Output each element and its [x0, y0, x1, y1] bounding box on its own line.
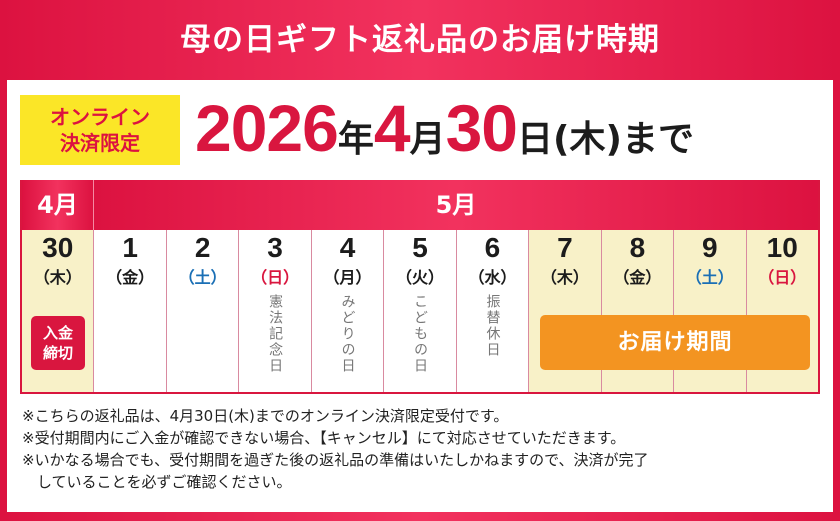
- deadline-year: 2026: [195, 91, 339, 165]
- weekday-label: （日）: [758, 268, 807, 287]
- weekday-label: （金）: [613, 268, 662, 287]
- deadline-month-unit: 月: [409, 119, 446, 160]
- holiday-label: みどりの日: [339, 294, 356, 374]
- holiday-label: 振替休日: [484, 294, 501, 358]
- calendar-day-cell: 2 （土）: [166, 230, 240, 392]
- badge-line2: 決済限定: [60, 131, 140, 155]
- calendar-day-cell: 3 （日） 憲法記念日: [239, 230, 312, 392]
- deadline-suffix: まで: [621, 119, 694, 160]
- weekday-label: （木）: [540, 268, 589, 287]
- notes: ※こちらの返礼品は、4月30日(木)までのオンライン決済限定受付です。 ※受付期…: [22, 405, 812, 493]
- deadline-day-unit: 日: [517, 119, 554, 160]
- page-title: 母の日ギフト返礼品のお届け時期: [180, 22, 660, 58]
- deadline-date: 2026年4月30日(木)まで: [195, 90, 694, 166]
- month-header-may: 5月: [94, 180, 818, 230]
- deadline-month: 4: [373, 91, 411, 165]
- note-3-cont: していることを必ずご確認ください。: [37, 473, 292, 491]
- calendar-day-cell: 4 （月） みどりの日: [311, 230, 385, 392]
- day-number: 4: [339, 232, 356, 263]
- day-number: 1: [122, 232, 138, 263]
- note-1: ※こちらの返礼品は、4月30日(木)までのオンライン決済限定受付です。: [22, 407, 509, 425]
- payment-deadline-badge: 入金 締切: [31, 316, 85, 370]
- month-header-april: 4月: [22, 180, 94, 230]
- calendar-day-cell: 6 （水） 振替休日: [456, 230, 530, 392]
- payment-deadline-line1: 入金: [42, 324, 73, 342]
- day-number: 3: [267, 232, 283, 263]
- day-number: 5: [412, 232, 428, 263]
- weekday-label: （月）: [323, 268, 372, 287]
- payment-deadline-line2: 締切: [42, 344, 73, 362]
- weekday-label: （火）: [395, 268, 444, 287]
- holiday-label: 憲法記念日: [267, 294, 284, 374]
- note-2: ※受付期間内にご入金が確認できない場合、【キャンセル】にて対応させていただきます…: [22, 429, 626, 447]
- calendar: 4月 5月 30 （木） 入金 締切 1 （金） 2 （土） 3 （日） 憲法記念日 4 （月…: [20, 180, 820, 394]
- day-number: 8: [629, 232, 646, 263]
- weekday-label: （土）: [685, 268, 734, 287]
- deadline-weekday: (木): [553, 119, 622, 160]
- deadline-year-unit: 年: [337, 119, 374, 160]
- weekday-label: （土）: [178, 268, 227, 287]
- day-number: 30: [42, 232, 74, 263]
- deadline-day: 30: [445, 91, 518, 165]
- calendar-day-cell: 30 （木） 入金締切: [22, 230, 95, 392]
- badge-line1: オンライン: [50, 105, 150, 129]
- calendar-day-cell: 5 （火） こどもの日: [384, 230, 457, 392]
- weekday-label: （木）: [33, 268, 82, 287]
- day-number: 7: [557, 232, 573, 263]
- delivery-period-bar: お届け期間: [540, 315, 810, 370]
- online-payment-badge: オンライン 決済限定: [20, 95, 180, 165]
- calendar-day-cell: 1 （金）: [94, 230, 167, 392]
- day-number: 10: [766, 232, 798, 263]
- weekday-label: （金）: [106, 268, 155, 287]
- day-number: 2: [194, 232, 211, 263]
- holiday-label: こどもの日: [411, 294, 428, 374]
- weekday-label: （日）: [251, 268, 300, 287]
- day-number: 6: [484, 232, 501, 263]
- note-3: ※いかなる場合でも、受付期間を過ぎた後の返礼品の準備はいたしかねますので、決済が…: [22, 451, 649, 469]
- day-number: 9: [702, 232, 718, 263]
- weekday-label: （水）: [468, 268, 517, 287]
- calendar-days: 30 （木） 入金 締切 1 （金） 2 （土） 3 （日） 憲法記念日 4 （月） みどりの日…: [22, 230, 818, 392]
